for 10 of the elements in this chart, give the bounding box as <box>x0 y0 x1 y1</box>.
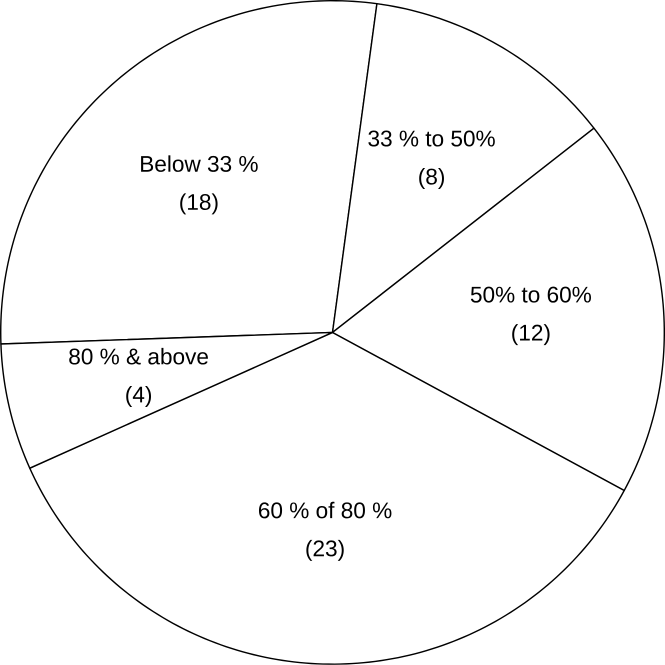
slice-label: Below 33 % <box>141 155 258 172</box>
slice-label: 60 % of 80 % <box>258 502 392 518</box>
data-label: (8) <box>419 168 444 190</box>
data-label: (12) <box>512 324 550 346</box>
slice-label: 80 % & above <box>69 348 208 365</box>
slice-label: 50% to 60% <box>470 286 591 303</box>
slice-label: 33 % to 50% <box>368 130 495 147</box>
data-label: (4) <box>126 386 152 408</box>
data-label: (23) <box>306 540 344 561</box>
data-label: (18) <box>180 193 218 214</box>
